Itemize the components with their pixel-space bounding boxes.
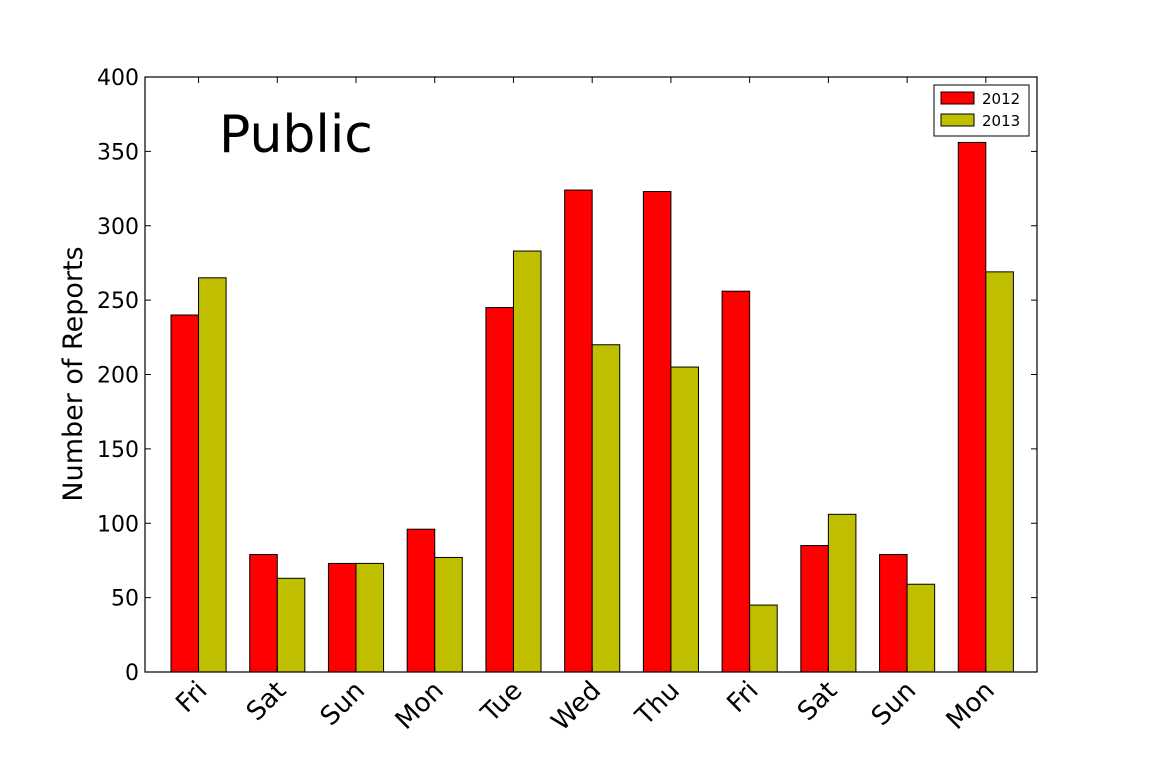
bar-2013-4	[512, 250, 542, 673]
x-tick-label: Tue	[475, 676, 528, 729]
bar-2013-8	[827, 513, 857, 673]
y-tick-label: 100	[97, 512, 139, 537]
chart-title: Public	[219, 105, 373, 165]
bar-2012-7	[721, 290, 751, 673]
legend-swatch-2013	[940, 113, 975, 127]
bar-2012-2	[327, 562, 357, 673]
bar-2013-1	[276, 577, 306, 673]
bar-2013-6	[670, 366, 699, 673]
y-tick-label: 350	[97, 140, 139, 165]
y-axis-label: Number of Reports	[58, 246, 89, 501]
bar-2013-7	[749, 604, 778, 673]
bar-2012-9	[879, 553, 908, 673]
bar-2013-5	[591, 344, 621, 673]
bar-2012-0	[170, 314, 200, 673]
y-tick-label: 250	[97, 289, 139, 314]
x-tick-label: Fri	[721, 676, 764, 719]
bar-2012-5	[564, 189, 593, 673]
y-ticks: 0 50 100 150 200 250 300 350 400	[97, 66, 1037, 686]
x-tick-label: Mon	[941, 676, 1001, 736]
x-tick-label: Sat	[792, 676, 843, 727]
x-tick-label: Sun	[866, 676, 922, 732]
x-tick-label: Thu	[629, 676, 685, 732]
y-tick-label: 50	[111, 587, 139, 612]
x-tick-label: Fri	[170, 676, 213, 719]
bar-2012-10	[957, 141, 987, 673]
bar-2013-0	[198, 277, 227, 673]
y-tick-label: 150	[97, 438, 139, 463]
x-tick-label: Sun	[315, 676, 371, 732]
bar-2012-4	[485, 307, 514, 673]
bar-2013-9	[906, 583, 936, 673]
bars-group	[170, 141, 1014, 673]
legend: 2012 2013	[933, 84, 1030, 137]
x-tick-label: Mon	[390, 676, 450, 736]
x-tick-label: Sat	[241, 676, 292, 727]
legend-label-2012: 2012	[982, 90, 1020, 108]
plot-frame	[144, 76, 1038, 673]
bar-2012-6	[642, 191, 672, 673]
bar-2012-8	[800, 545, 829, 673]
bar-2013-10	[985, 271, 1014, 673]
x-tick-label: Wed	[546, 676, 607, 737]
y-tick-label: 400	[97, 66, 139, 91]
legend-label-2013: 2013	[982, 112, 1020, 130]
bar-2012-1	[249, 553, 278, 673]
legend-swatch-2012	[940, 91, 975, 105]
bar-2013-2	[355, 562, 385, 673]
bar-2013-3	[434, 556, 463, 673]
y-tick-label: 300	[97, 215, 139, 240]
bar-2012-3	[406, 528, 436, 673]
y-tick-label: 200	[97, 364, 139, 389]
y-tick-label: 0	[125, 661, 139, 686]
